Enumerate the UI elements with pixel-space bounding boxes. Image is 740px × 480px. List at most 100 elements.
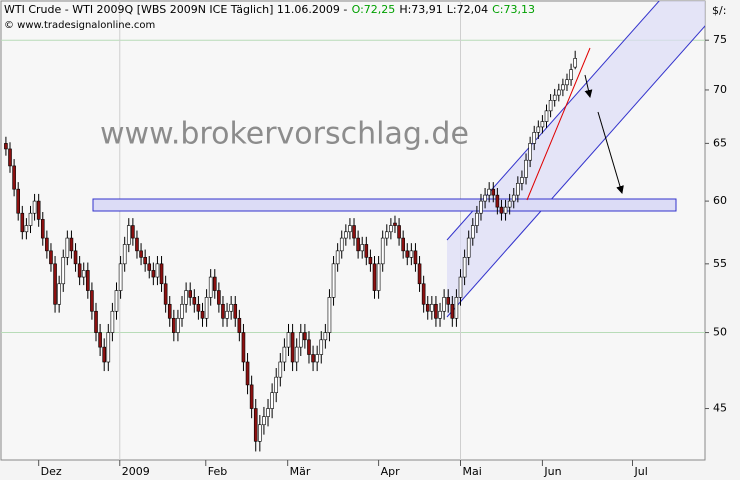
candle-body (569, 69, 573, 81)
y-tick-label: 50 (713, 326, 727, 339)
candle-body (360, 244, 365, 252)
candle-body (286, 332, 291, 348)
candle-body (507, 200, 512, 208)
candle-body (20, 212, 25, 233)
candle-body (483, 194, 487, 202)
candle-body (425, 303, 430, 312)
candle-body (77, 263, 82, 278)
candle-body (294, 346, 299, 363)
y-tick-label: 70 (713, 83, 727, 96)
candle-body (184, 290, 188, 305)
axis-unit: $/: (712, 4, 726, 17)
candle-body (176, 317, 180, 333)
candle-body (45, 237, 49, 252)
candle-body (139, 250, 143, 258)
candle-body (61, 257, 66, 285)
candle-body (323, 332, 328, 341)
candle-body (397, 225, 401, 239)
candle-body (470, 225, 475, 239)
candle-body (487, 188, 491, 196)
candle-body (499, 206, 504, 214)
candle-body (573, 58, 577, 68)
candle-body (12, 165, 16, 190)
candle-body (372, 263, 377, 291)
candle-body (282, 346, 287, 363)
y-tick-label: 75 (713, 33, 727, 46)
candle-body (520, 177, 524, 184)
candle-body (106, 332, 111, 363)
candle-body (241, 332, 246, 363)
candle-body (40, 219, 45, 239)
chart-title: WTI Crude - WTI 2009Q [WBS 2009N ICE Täg… (4, 3, 535, 16)
candle-body (475, 212, 479, 226)
annotations (526, 47, 624, 201)
candle-body (327, 297, 332, 333)
candle-body (212, 276, 217, 291)
x-tick-label: Feb (208, 465, 227, 478)
candle-body (503, 206, 508, 214)
candle-body (172, 317, 176, 333)
candle-body (536, 126, 541, 133)
candle-body (331, 263, 336, 298)
candle-body (352, 225, 356, 239)
candle-body (270, 392, 274, 409)
candle-body (380, 237, 385, 265)
candle-body (479, 200, 483, 214)
copyright: © www.tradesignalonline.com (4, 20, 155, 31)
candle-body (167, 303, 172, 319)
candle-body (208, 276, 213, 298)
candle-body (86, 270, 90, 291)
candle-body (200, 310, 205, 319)
candle-body (131, 225, 135, 239)
candle-body (180, 303, 184, 319)
candle-body (151, 270, 156, 278)
candle-body (249, 384, 254, 409)
candles (4, 50, 577, 452)
candle-body (147, 263, 152, 271)
quote-label: O:72,25 (352, 3, 396, 16)
candle-body (8, 148, 12, 167)
candle-body (401, 237, 405, 252)
candle-body (159, 263, 164, 285)
support-zone (92, 198, 677, 212)
candle-body (552, 94, 557, 101)
candle-body (217, 290, 221, 305)
x-tick-label: Jul (634, 465, 648, 478)
candle-body (274, 376, 279, 393)
candle-body (356, 237, 360, 252)
candle-body (110, 310, 115, 333)
candle-body (311, 354, 315, 363)
candle-body (389, 225, 393, 233)
candle-body (450, 303, 455, 319)
candle-body (561, 84, 565, 91)
candle-body (548, 100, 553, 112)
candle-body (409, 250, 414, 258)
candle-body (94, 310, 98, 333)
candle-body (462, 257, 467, 278)
candle-body (511, 194, 516, 202)
candle-body (69, 237, 74, 252)
candle-body (114, 290, 119, 312)
candle-body (126, 225, 131, 245)
candle-body (278, 361, 283, 378)
candle-body (253, 408, 258, 442)
candle-body (65, 237, 70, 258)
candle-body (204, 297, 209, 319)
arrow (597, 111, 624, 194)
candle-body (413, 250, 418, 265)
candle-body (458, 276, 463, 298)
candle-body (53, 263, 57, 305)
candle-body (90, 290, 94, 312)
candle-body (188, 290, 193, 298)
candle-body (73, 250, 78, 265)
candle-body (245, 361, 250, 386)
x-tick-label: Mai (463, 465, 482, 478)
x-tick-label: Apr (381, 465, 401, 478)
arrow (584, 74, 593, 98)
candle-body (49, 250, 53, 265)
candle-body (339, 237, 344, 252)
candle-body (442, 297, 446, 312)
quote-label: H:73,91 (399, 3, 442, 16)
candle-body (565, 79, 569, 86)
